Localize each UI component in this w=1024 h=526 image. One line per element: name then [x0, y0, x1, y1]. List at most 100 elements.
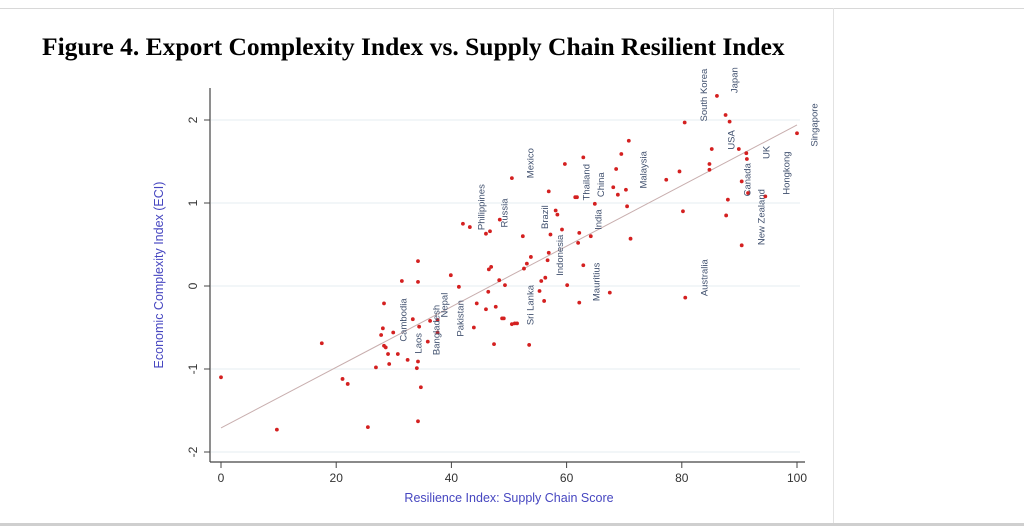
- data-point: [497, 278, 502, 283]
- country-label: Singapore: [809, 103, 820, 146]
- figure-title: Figure 4. Export Complexity Index vs. Su…: [42, 32, 785, 61]
- data-point: [539, 279, 544, 283]
- data-point: [548, 232, 553, 237]
- data-point: [795, 131, 799, 136]
- data-point: [724, 213, 729, 218]
- data-point: [414, 366, 419, 371]
- x-tick-label: 80: [675, 471, 689, 485]
- data-point: [739, 243, 744, 248]
- data-point: [577, 230, 582, 235]
- data-point: [435, 318, 440, 322]
- data-point: [435, 330, 440, 335]
- data-point: [416, 419, 420, 424]
- data-point: [386, 352, 390, 356]
- data-point: [484, 231, 488, 236]
- data-point: [503, 283, 507, 288]
- data-point: [383, 345, 388, 350]
- x-tick-label: 60: [560, 471, 574, 485]
- data-point: [577, 300, 582, 305]
- country-label: UK: [762, 145, 773, 159]
- country-label: Laos: [414, 333, 425, 354]
- y-tick-label: -2: [186, 446, 200, 457]
- x-tick-label: 40: [445, 471, 459, 485]
- data-point: [345, 382, 350, 386]
- data-point: [382, 301, 386, 306]
- country-label: Mexico: [525, 148, 536, 178]
- data-point: [746, 191, 750, 195]
- country-label: Russia: [499, 198, 510, 228]
- data-point: [387, 362, 392, 366]
- data-point: [581, 263, 586, 268]
- data-point: [418, 385, 423, 390]
- data-point: [575, 195, 579, 200]
- country-label: Mauritius: [592, 262, 603, 301]
- data-point: [581, 155, 586, 160]
- data-point: [501, 316, 506, 321]
- data-point: [528, 255, 533, 259]
- data-point: [416, 259, 420, 263]
- data-point: [624, 187, 628, 192]
- data-point: [576, 240, 581, 245]
- data-point: [365, 425, 370, 429]
- data-point: [456, 284, 461, 289]
- bottom-divider: [0, 523, 1024, 526]
- data-point: [379, 333, 384, 337]
- data-point: [416, 279, 420, 284]
- data-point: [380, 326, 385, 331]
- x-axis-label: Resilience Index: Supply Chain Score: [404, 491, 613, 505]
- data-point: [486, 289, 491, 294]
- data-point: [565, 283, 570, 288]
- data-point: [727, 119, 732, 124]
- country-label: New Zealand: [756, 189, 767, 245]
- y-tick-label: -1: [186, 363, 200, 374]
- country-label: Pakistan: [456, 300, 467, 336]
- data-point: [709, 147, 714, 151]
- country-label: South Korea: [699, 68, 710, 122]
- data-point: [739, 179, 744, 184]
- y-tick-label: 1: [186, 199, 200, 206]
- data-point: [484, 307, 488, 312]
- x-tick-label: 100: [787, 471, 807, 485]
- data-point: [527, 343, 532, 347]
- data-point: [626, 138, 631, 143]
- country-label: Brazil: [540, 205, 551, 229]
- country-label: Bangladesh: [432, 305, 443, 355]
- country-label: Cambodia: [399, 298, 410, 342]
- data-point: [763, 194, 768, 199]
- country-label: India: [593, 209, 604, 230]
- data-point: [520, 234, 525, 239]
- data-point: [619, 152, 624, 156]
- data-point: [374, 365, 378, 370]
- data-point: [391, 330, 396, 335]
- data-point: [543, 275, 548, 280]
- data-point: [461, 221, 465, 226]
- y-axis-label: Economic Complexity Index (ECI): [152, 182, 166, 369]
- data-point: [592, 201, 597, 206]
- data-point: [319, 341, 324, 346]
- data-point: [607, 290, 612, 295]
- data-point: [545, 258, 550, 263]
- data-point: [625, 204, 629, 209]
- data-point: [683, 295, 688, 300]
- data-point: [489, 265, 494, 269]
- country-labels: Mexico Philippines Russia Brazil Indonesia Sr…: [399, 67, 821, 355]
- data-point: [493, 304, 498, 309]
- data-point: [428, 318, 432, 323]
- country-label: Indonesia: [555, 234, 566, 276]
- country-label: Hongkong: [782, 151, 793, 194]
- country-label: Philippines: [476, 184, 487, 230]
- data-point: [522, 266, 526, 271]
- data-point: [488, 229, 492, 234]
- data-point: [681, 209, 685, 214]
- data-point: [416, 359, 420, 364]
- data-point: [562, 162, 567, 166]
- data-point: [725, 197, 730, 202]
- data-point: [410, 317, 415, 322]
- data-point: [744, 157, 749, 161]
- data-point: [537, 289, 542, 293]
- data-point: [614, 167, 619, 171]
- data-point: [555, 212, 560, 217]
- data-point: [417, 324, 422, 329]
